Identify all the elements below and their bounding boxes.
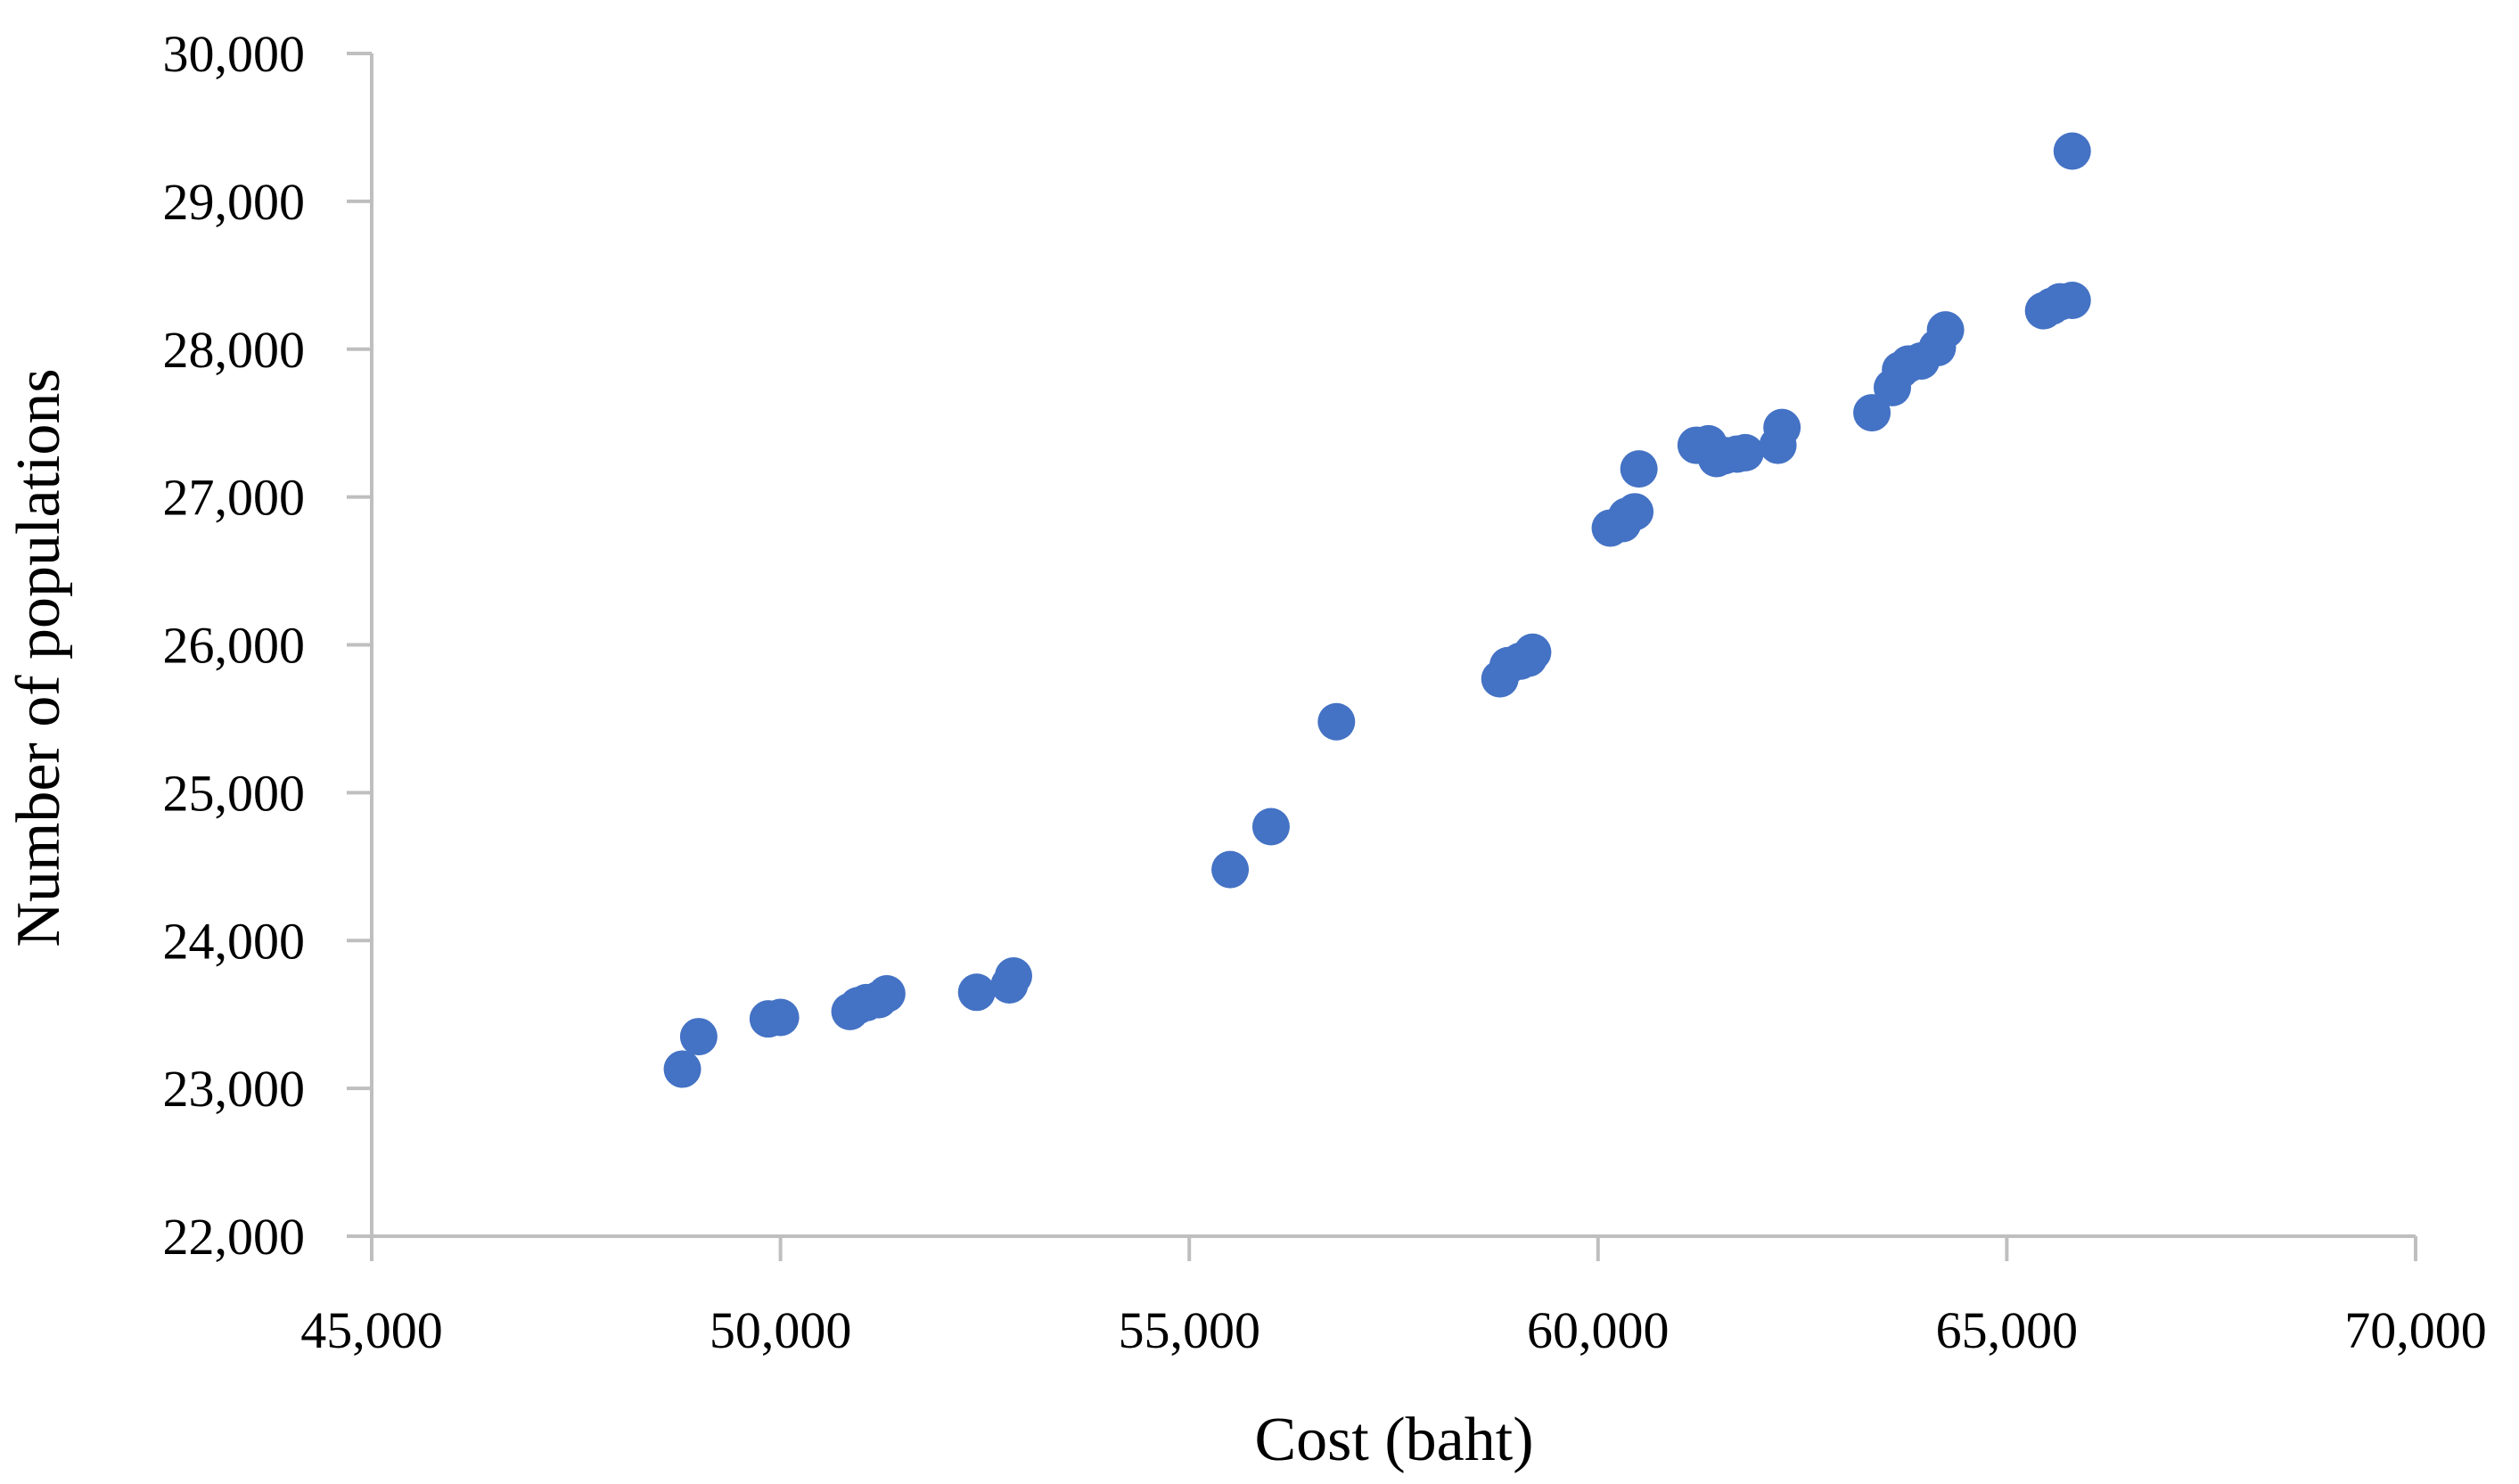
data-point [679,1018,718,1056]
data-point [995,957,1033,996]
y-tick-label: 22,000 [163,1208,306,1266]
x-tick-label: 65,000 [1936,1301,2079,1359]
y-tick-label: 29,000 [163,173,306,231]
y-tick-label: 23,000 [163,1060,306,1118]
data-point [1616,493,1654,531]
y-tick-label: 28,000 [163,321,306,379]
x-tick-label: 60,000 [1527,1301,1670,1359]
data-point [1251,808,1290,846]
x-tick-label: 55,000 [1118,1301,1260,1359]
data-point [1211,850,1250,889]
y-tick-label: 30,000 [163,25,306,83]
y-tick-label: 24,000 [163,912,306,970]
data-point [1514,633,1552,671]
data-point [1926,311,1965,349]
y-tick-label: 25,000 [163,764,306,822]
x-tick-label: 70,000 [2344,1301,2487,1359]
data-points [663,132,2091,1088]
data-point [1763,408,1801,447]
y-tick-label: 27,000 [163,469,306,527]
y-tick-label: 26,000 [163,617,306,675]
x-axis-title: Cost (baht) [1254,1406,1533,1474]
x-axis: 45,000 50,000 55,000 60,000 65,000 70,000 [300,1234,2487,1359]
data-point [761,998,800,1037]
x-tick-label: 50,000 [710,1301,852,1359]
y-axis-title: Number of populations [4,368,73,947]
data-point [957,973,996,1012]
data-point [1317,702,1356,741]
data-point [1853,394,1891,432]
data-point [663,1050,702,1088]
y-axis: 22,000 23,000 24,000 25,000 26,000 27,000 28,0… [163,25,373,1266]
x-tick-label: 45,000 [300,1301,443,1359]
data-point [1726,433,1764,471]
data-point [867,974,906,1013]
data-point [2053,282,2091,320]
data-point [1620,450,1658,488]
data-point [2053,132,2091,170]
